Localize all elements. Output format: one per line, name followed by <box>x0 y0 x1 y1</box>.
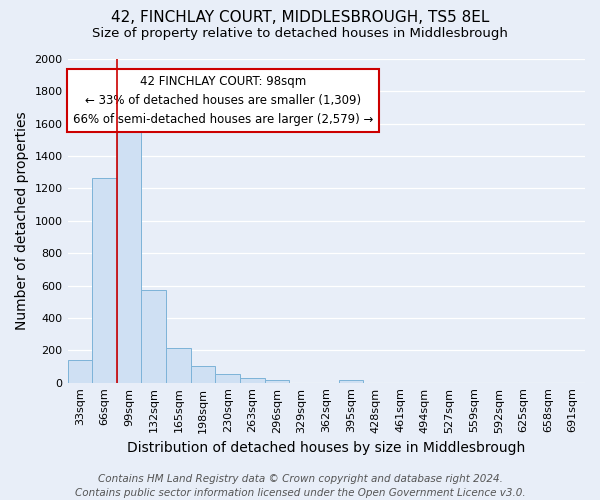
Text: 42 FINCHLAY COURT: 98sqm
← 33% of detached houses are smaller (1,309)
66% of sem: 42 FINCHLAY COURT: 98sqm ← 33% of detach… <box>73 75 373 126</box>
Bar <box>142 290 166 382</box>
Bar <box>215 374 240 382</box>
Bar <box>166 348 191 382</box>
Y-axis label: Number of detached properties: Number of detached properties <box>15 112 29 330</box>
Bar <box>68 360 92 382</box>
Bar <box>92 178 117 382</box>
Text: Contains HM Land Registry data © Crown copyright and database right 2024.
Contai: Contains HM Land Registry data © Crown c… <box>74 474 526 498</box>
Bar <box>265 380 289 382</box>
Bar <box>191 366 215 382</box>
X-axis label: Distribution of detached houses by size in Middlesbrough: Distribution of detached houses by size … <box>127 441 526 455</box>
Bar <box>240 378 265 382</box>
Bar <box>338 380 363 382</box>
Bar <box>117 128 142 382</box>
Text: Size of property relative to detached houses in Middlesbrough: Size of property relative to detached ho… <box>92 28 508 40</box>
Text: 42, FINCHLAY COURT, MIDDLESBROUGH, TS5 8EL: 42, FINCHLAY COURT, MIDDLESBROUGH, TS5 8… <box>111 10 489 25</box>
